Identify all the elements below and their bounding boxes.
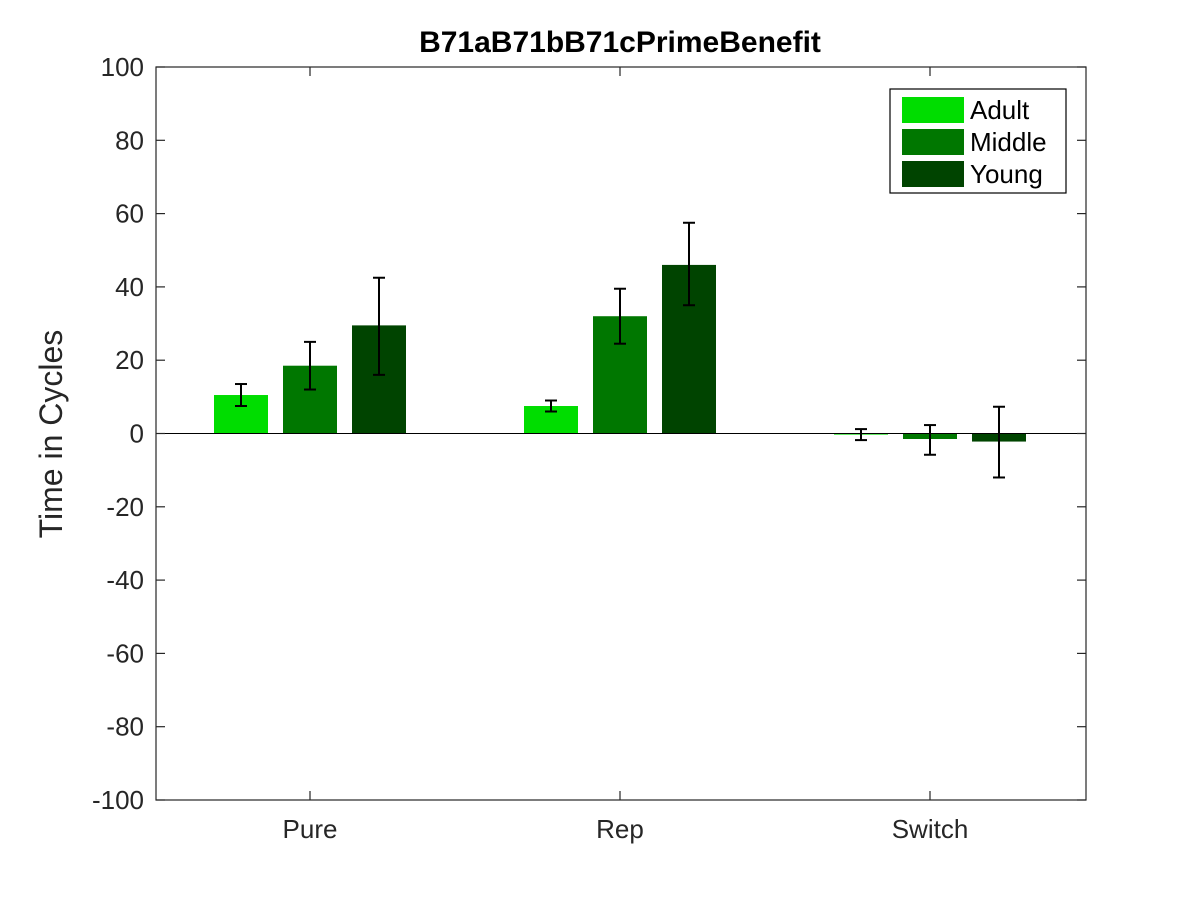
y-tick-label: -100 bbox=[92, 785, 144, 815]
x-tick-label: Rep bbox=[596, 814, 644, 844]
x-tick-label: Pure bbox=[283, 814, 338, 844]
legend-swatch-young bbox=[902, 161, 964, 187]
x-axis-ticks: Pure Rep Switch bbox=[283, 67, 969, 844]
x-tick-label: Switch bbox=[892, 814, 969, 844]
y-tick-label: 60 bbox=[115, 199, 144, 229]
legend-label-adult: Adult bbox=[970, 95, 1030, 125]
y-tick-label: -80 bbox=[106, 712, 144, 742]
y-tick-label: 20 bbox=[115, 345, 144, 375]
error-bars-group bbox=[235, 221, 1005, 479]
legend-swatch-adult bbox=[902, 97, 964, 123]
y-tick-label: -60 bbox=[106, 638, 144, 668]
legend-label-middle: Middle bbox=[970, 127, 1047, 157]
y-tick-label: 40 bbox=[115, 272, 144, 302]
y-tick-label: 100 bbox=[101, 52, 144, 82]
y-tick-label: 80 bbox=[115, 125, 144, 155]
chart-title: B71aB71bB71cPrimeBenefit bbox=[419, 26, 821, 59]
y-axis-ticks: 100 80 60 40 20 0 -20 -40 -60 -80 -100 bbox=[92, 52, 1086, 815]
y-tick-label: -20 bbox=[106, 492, 144, 522]
y-tick-label: -40 bbox=[106, 565, 144, 595]
y-axis-label: Time in Cycles bbox=[33, 330, 69, 539]
legend-label-young: Young bbox=[970, 159, 1043, 189]
y-tick-label: 0 bbox=[130, 419, 144, 449]
legend-swatch-middle bbox=[902, 129, 964, 155]
